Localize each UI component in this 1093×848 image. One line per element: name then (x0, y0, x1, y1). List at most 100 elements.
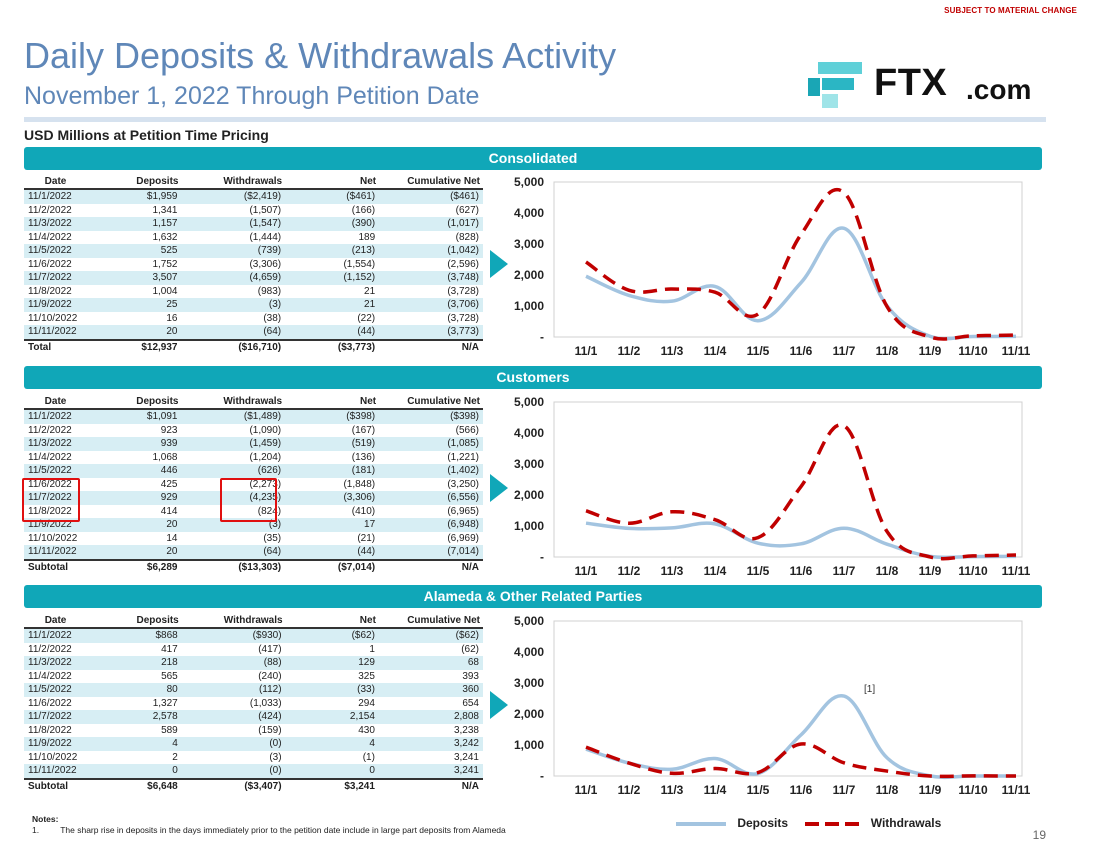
table-cell: 11/8/2022 (28, 724, 72, 736)
table-cell: (44) (285, 545, 380, 560)
table-cell: 294 (358, 697, 375, 709)
x-tick-label: 11/9 (919, 344, 942, 358)
table-row: 11/1/2022 $1,091 ($1,489) ($398) ($398) (24, 409, 483, 424)
table-cell: 11/11/2022 (24, 325, 88, 340)
highlight-box-dates (22, 478, 80, 522)
deposits-series-line (585, 226, 1017, 341)
withdrawals-series-line (584, 188, 1017, 341)
table-cell: 939 (87, 437, 182, 451)
x-tick-label: 11/2 (618, 783, 641, 797)
table-row: 11/10/2022 2 (3) (1) 3,241 (24, 751, 483, 765)
table-cell: 11/7/2022 (24, 710, 88, 724)
column-header: Cumulative Net (379, 175, 483, 190)
table-cell: (181) (285, 464, 380, 478)
column-header: Withdrawals (181, 395, 286, 410)
table-row: 11/1/2022 $868 ($930) ($62) ($62) (24, 628, 483, 643)
band-consolidated: Consolidated (24, 147, 1042, 170)
x-tick-label: 11/5 (747, 344, 770, 358)
total-cell: ($3,407) (181, 777, 286, 794)
alameda-table: Date Deposits Withdrawals Net Cumulative Net… (24, 614, 483, 794)
x-tick-label: 11/9 (919, 564, 942, 578)
column-header: Deposits (87, 395, 182, 410)
table-cell: ($62) (378, 628, 483, 643)
x-tick-label: 11/3 (661, 344, 684, 358)
table-cell: (983) (257, 285, 282, 297)
table-cell: 11/8/2022 (28, 285, 72, 297)
table-cell: (3,773) (379, 325, 483, 340)
x-tick-label: 11/10 (958, 564, 988, 578)
table-row: 11/9/2022 25 (3) 21 (3,706) (24, 298, 483, 312)
column-header: Cumulative Net (379, 395, 483, 410)
alameda-chart: 5,000 4,000 3,000 2,000 1,000 - 11/1 11/2 11/3 11… (514, 614, 1031, 797)
table-cell: 325 (358, 670, 375, 682)
column-header: Withdrawals (181, 614, 286, 629)
table-cell: 1,341 (152, 204, 178, 216)
table-cell: 430 (358, 724, 375, 736)
table-cell: 11/4/2022 (28, 670, 72, 682)
column-header: Net (285, 175, 380, 190)
table-row: 11/7/2022 3,507 (4,659) (1,152) (3,748) (24, 271, 483, 285)
x-tick-label: 11/7 (833, 783, 856, 797)
table-cell: (1,444) (249, 231, 282, 243)
table-cell: 14 (166, 532, 178, 544)
table-cell: 11/3/2022 (24, 437, 88, 451)
table-cell: ($461) (285, 189, 380, 204)
table-cell: (22) (357, 312, 376, 324)
total-row: Subtotal $6,289 ($13,303) ($7,014) N/A (24, 558, 483, 575)
table-row: 11/11/2022 0 (0) 0 3,241 (24, 764, 483, 779)
customers-table: Date Deposits Withdrawals Net Cumulative Net… (24, 395, 483, 575)
table-row: 11/5/2022 80 (112) (33) 360 (24, 683, 483, 697)
table-cell: 11/5/2022 (24, 683, 88, 697)
table-row: 11/2/2022 417 (417) 1 (62) (24, 643, 483, 657)
table-cell: (1,204) (249, 451, 282, 463)
table-cell: (1,152) (285, 271, 380, 285)
table-cell: 218 (87, 656, 182, 670)
total-cell: Total (24, 338, 88, 355)
x-tick-label: 11/3 (661, 783, 684, 797)
x-tick-label: 11/7 (833, 564, 856, 578)
table-cell: 3,238 (453, 724, 479, 736)
notes: Notes: 1. The sharp rise in deposits in … (32, 814, 506, 836)
y-tick-label: 1,000 (514, 738, 544, 752)
x-tick-label: 11/1 (575, 783, 598, 797)
column-header: Deposits (87, 614, 182, 629)
table-cell: (167) (351, 424, 376, 436)
table-cell: (417) (258, 643, 282, 655)
legend-withdrawals: Withdrawals (870, 816, 942, 830)
y-tick-label: 5,000 (514, 395, 544, 409)
table-cell: 11/1/2022 (24, 628, 88, 643)
ftx-logo-mark-icon (808, 62, 862, 108)
x-tick-label: 11/8 (876, 564, 899, 578)
x-tick-label: 11/8 (876, 783, 899, 797)
table-cell: ($2,419) (181, 189, 286, 204)
table-cell: $1,091 (87, 409, 182, 424)
table-cell: 11/2/2022 (28, 204, 72, 216)
column-header: Net (285, 614, 379, 629)
table-cell: 1,752 (152, 258, 178, 270)
table-cell: (1,033) (249, 697, 282, 709)
y-tick-label: 4,000 (514, 206, 544, 220)
table-cell: 80 (87, 683, 182, 697)
table-cell: 360 (378, 683, 483, 697)
total-cell: ($13,303) (181, 558, 286, 575)
table-cell: (1,090) (249, 424, 282, 436)
table-row: 11/4/2022 1,068 (1,204) (136) (1,221) (24, 451, 483, 465)
table-cell: (828) (455, 231, 479, 243)
table-row: 11/6/2022 425 (2,273) (1,848) (3,250) (24, 478, 483, 492)
table-cell: (0) (181, 737, 286, 751)
table-cell: 11/3/2022 (24, 217, 88, 231)
table-cell: 11/9/2022 (24, 298, 88, 312)
table-cell: (1,547) (181, 217, 286, 231)
table-cell: 425 (160, 478, 178, 490)
table-cell: 3,242 (378, 737, 483, 751)
table-cell: 68 (378, 656, 483, 670)
table-row: 11/11/2022 20 (64) (44) (7,014) (24, 545, 483, 560)
table-cell: ($398) (379, 409, 483, 424)
table-cell: 11/1/2022 (24, 189, 88, 204)
deposits-series-line (585, 694, 1017, 780)
column-header: Withdrawals (181, 175, 286, 190)
table-cell: 417 (161, 643, 178, 655)
table-cell: 25 (87, 298, 182, 312)
total-row: Total $12,937 ($16,710) ($3,773) N/A (24, 338, 483, 355)
table-cell: 21 (364, 285, 376, 297)
